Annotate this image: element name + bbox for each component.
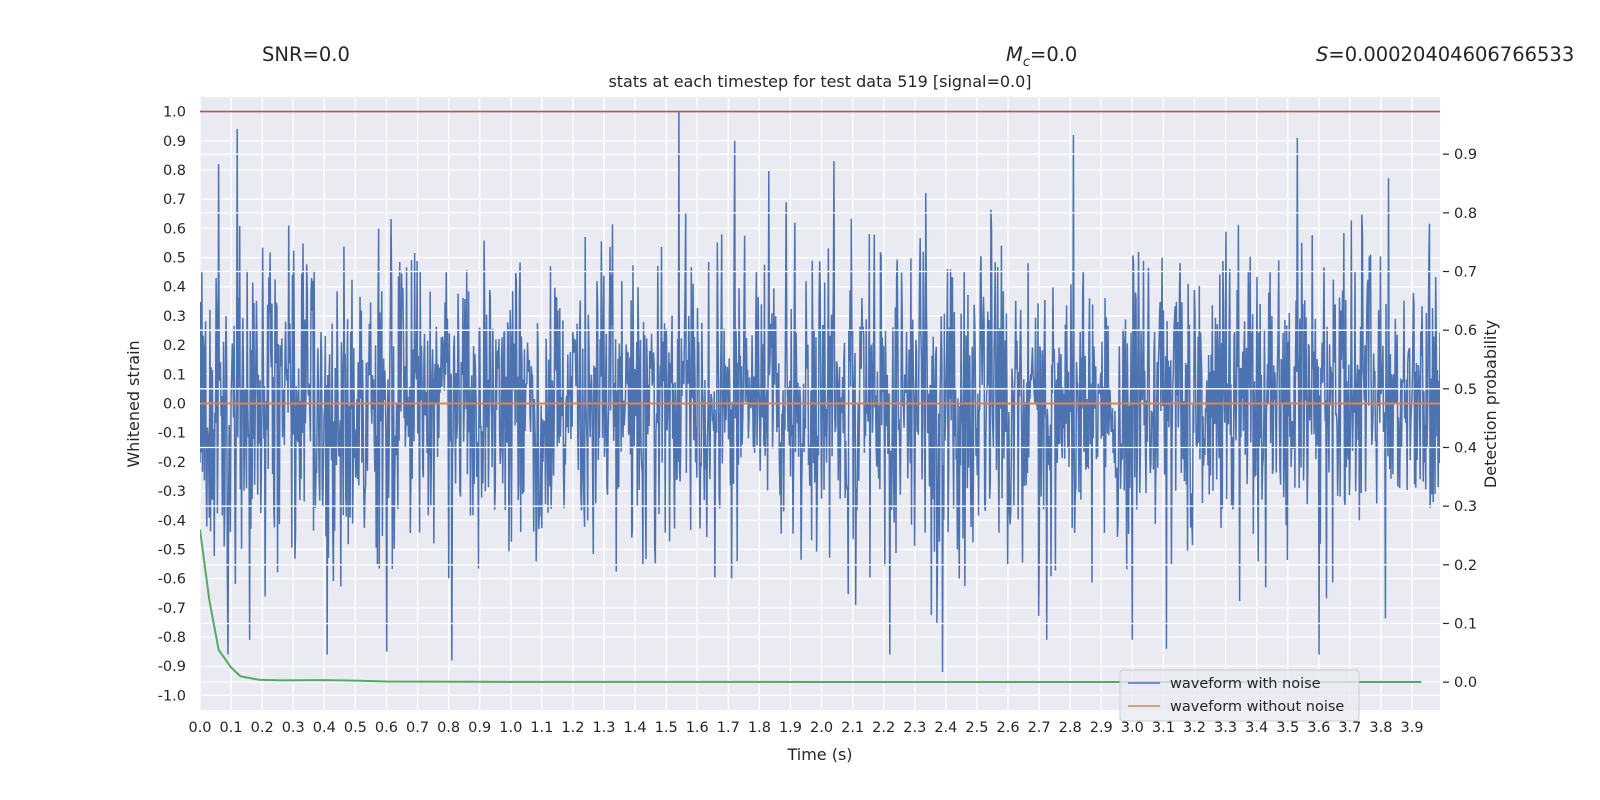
x-tick-label: 3.2 bbox=[1183, 720, 1206, 736]
x-tick-label: 0.7 bbox=[406, 720, 429, 736]
x-tick-label: 3.1 bbox=[1152, 720, 1175, 736]
left-tick-label: 0.8 bbox=[163, 163, 186, 179]
left-tick-label: 0.6 bbox=[163, 221, 186, 237]
x-tick-label: 1.9 bbox=[779, 720, 802, 736]
legend-label-noisy: waveform with noise bbox=[1170, 676, 1321, 692]
left-tick-label: -0.3 bbox=[158, 484, 186, 500]
x-tick-label: 3.6 bbox=[1307, 720, 1330, 736]
x-axis-label: Time (s) bbox=[786, 745, 852, 764]
x-tick-label: 1.8 bbox=[748, 720, 771, 736]
left-tick-label: -0.5 bbox=[158, 542, 186, 558]
x-tick-label: 2.2 bbox=[872, 720, 895, 736]
left-tick-label: 0.3 bbox=[163, 309, 186, 325]
x-tick-label: 0.0 bbox=[188, 720, 211, 736]
x-tick-label: 2.7 bbox=[1028, 720, 1051, 736]
right-tick-label: 0.0 bbox=[1454, 675, 1477, 691]
left-tick-label: -1.0 bbox=[158, 688, 186, 704]
left-tick-label: -0.4 bbox=[158, 513, 186, 529]
legend-box bbox=[1119, 669, 1360, 722]
x-tick-label: 3.0 bbox=[1121, 720, 1144, 736]
x-tick-label: 1.5 bbox=[655, 720, 678, 736]
x-tick-label: 2.9 bbox=[1090, 720, 1113, 736]
left-tick-label: 0.7 bbox=[163, 192, 186, 208]
x-tick-label: 3.4 bbox=[1245, 720, 1268, 736]
right-tick-label: 0.2 bbox=[1454, 558, 1477, 574]
left-tick-label: 0.2 bbox=[163, 338, 186, 354]
x-tick-label: 1.4 bbox=[624, 720, 647, 736]
legend: waveform with noise waveform without noi… bbox=[1119, 669, 1360, 722]
left-tick-label: 1.0 bbox=[163, 105, 186, 121]
left-tick-label: -0.7 bbox=[158, 601, 186, 617]
right-axis-ticks: 0.9 0.8 0.7 0.6 0.5 0.4 0.3 0.2 0.1 0.0 bbox=[1443, 147, 1477, 691]
x-tick-label: 0.6 bbox=[375, 720, 398, 736]
s-value: =0.00020404606766533 bbox=[1328, 43, 1574, 66]
s-symbol: S bbox=[1316, 43, 1328, 66]
right-tick-label: 0.3 bbox=[1454, 499, 1477, 515]
x-tick-label: 1.0 bbox=[499, 720, 522, 736]
x-tick-label: 0.8 bbox=[437, 720, 460, 736]
left-axis-ticks: 1.0 0.9 0.8 0.7 0.6 0.5 0.4 0.3 0.2 0.1 0.0 -0.1 -0.… bbox=[158, 105, 186, 705]
x-tick-label: 1.3 bbox=[592, 720, 615, 736]
left-tick-label: 0.9 bbox=[163, 134, 186, 150]
left-tick-label: -0.2 bbox=[158, 455, 186, 471]
x-tick-label: 2.6 bbox=[996, 720, 1019, 736]
chirp-mass-value: =0.0 bbox=[1030, 43, 1077, 66]
left-tick-label: 0.0 bbox=[163, 397, 186, 413]
x-tick-label: 2.1 bbox=[841, 720, 864, 736]
chirp-mass-stat: Mc=0.0 bbox=[1006, 43, 1077, 70]
right-tick-label: 0.1 bbox=[1454, 616, 1477, 632]
x-tick-label: 3.7 bbox=[1338, 720, 1361, 736]
series-layer bbox=[200, 110, 1440, 683]
left-tick-label: -0.1 bbox=[158, 426, 186, 442]
s-stat: S=0.00020404606766533 bbox=[1316, 43, 1574, 66]
left-tick-label: -0.9 bbox=[158, 659, 186, 675]
x-tick-label: 1.7 bbox=[717, 720, 740, 736]
x-tick-label: 0.9 bbox=[468, 720, 491, 736]
left-tick-label: -0.6 bbox=[158, 572, 186, 588]
right-tick-label: 0.7 bbox=[1454, 265, 1477, 281]
right-tick-label: 0.9 bbox=[1454, 147, 1477, 163]
right-tick-label: 0.4 bbox=[1454, 440, 1477, 456]
x-tick-label: 0.3 bbox=[282, 720, 305, 736]
legend-label-clean: waveform without noise bbox=[1170, 699, 1344, 715]
x-tick-label: 2.5 bbox=[965, 720, 988, 736]
x-tick-label: 1.2 bbox=[561, 720, 584, 736]
x-tick-label: 0.1 bbox=[220, 720, 243, 736]
left-tick-label: -0.8 bbox=[158, 630, 186, 646]
left-tick-label: 0.5 bbox=[163, 251, 186, 267]
series-waveform-with-noise bbox=[200, 111, 1440, 673]
x-tick-label: 2.3 bbox=[903, 720, 926, 736]
left-tick-label: 0.4 bbox=[163, 280, 186, 296]
snr-stat: SNR=0.0 bbox=[262, 43, 350, 66]
x-tick-label: 0.4 bbox=[313, 720, 336, 736]
x-tick-label: 3.9 bbox=[1400, 720, 1423, 736]
x-axis-ticks: 0.0 0.1 0.2 0.3 0.4 0.5 0.6 0.7 0.8 0.9 1.0 1.1 1.2 1… bbox=[188, 720, 1423, 736]
x-tick-label: 3.8 bbox=[1369, 720, 1392, 736]
series-detection-probability bbox=[200, 529, 1422, 683]
chart-title: stats at each timestep for test data 519… bbox=[608, 72, 1031, 91]
x-tick-label: 1.1 bbox=[530, 720, 553, 736]
chirp-mass-symbol: M bbox=[1006, 43, 1023, 66]
right-tick-label: 0.6 bbox=[1454, 323, 1477, 339]
right-axis-label: Detection probability bbox=[1481, 320, 1500, 488]
x-tick-label: 3.5 bbox=[1276, 720, 1299, 736]
left-axis-label: Whitened strain bbox=[124, 340, 143, 467]
x-tick-label: 2.8 bbox=[1059, 720, 1082, 736]
x-tick-label: 2.0 bbox=[810, 720, 833, 736]
x-tick-label: 0.2 bbox=[251, 720, 274, 736]
chirp-mass-subscript: c bbox=[1023, 55, 1030, 70]
left-tick-label: 0.1 bbox=[163, 367, 186, 383]
x-tick-label: 3.3 bbox=[1214, 720, 1237, 736]
right-tick-label: 0.5 bbox=[1454, 382, 1477, 398]
x-tick-label: 0.5 bbox=[344, 720, 367, 736]
x-tick-label: 2.4 bbox=[934, 720, 957, 736]
right-tick-label: 0.8 bbox=[1454, 206, 1477, 222]
x-tick-label: 1.6 bbox=[686, 720, 709, 736]
